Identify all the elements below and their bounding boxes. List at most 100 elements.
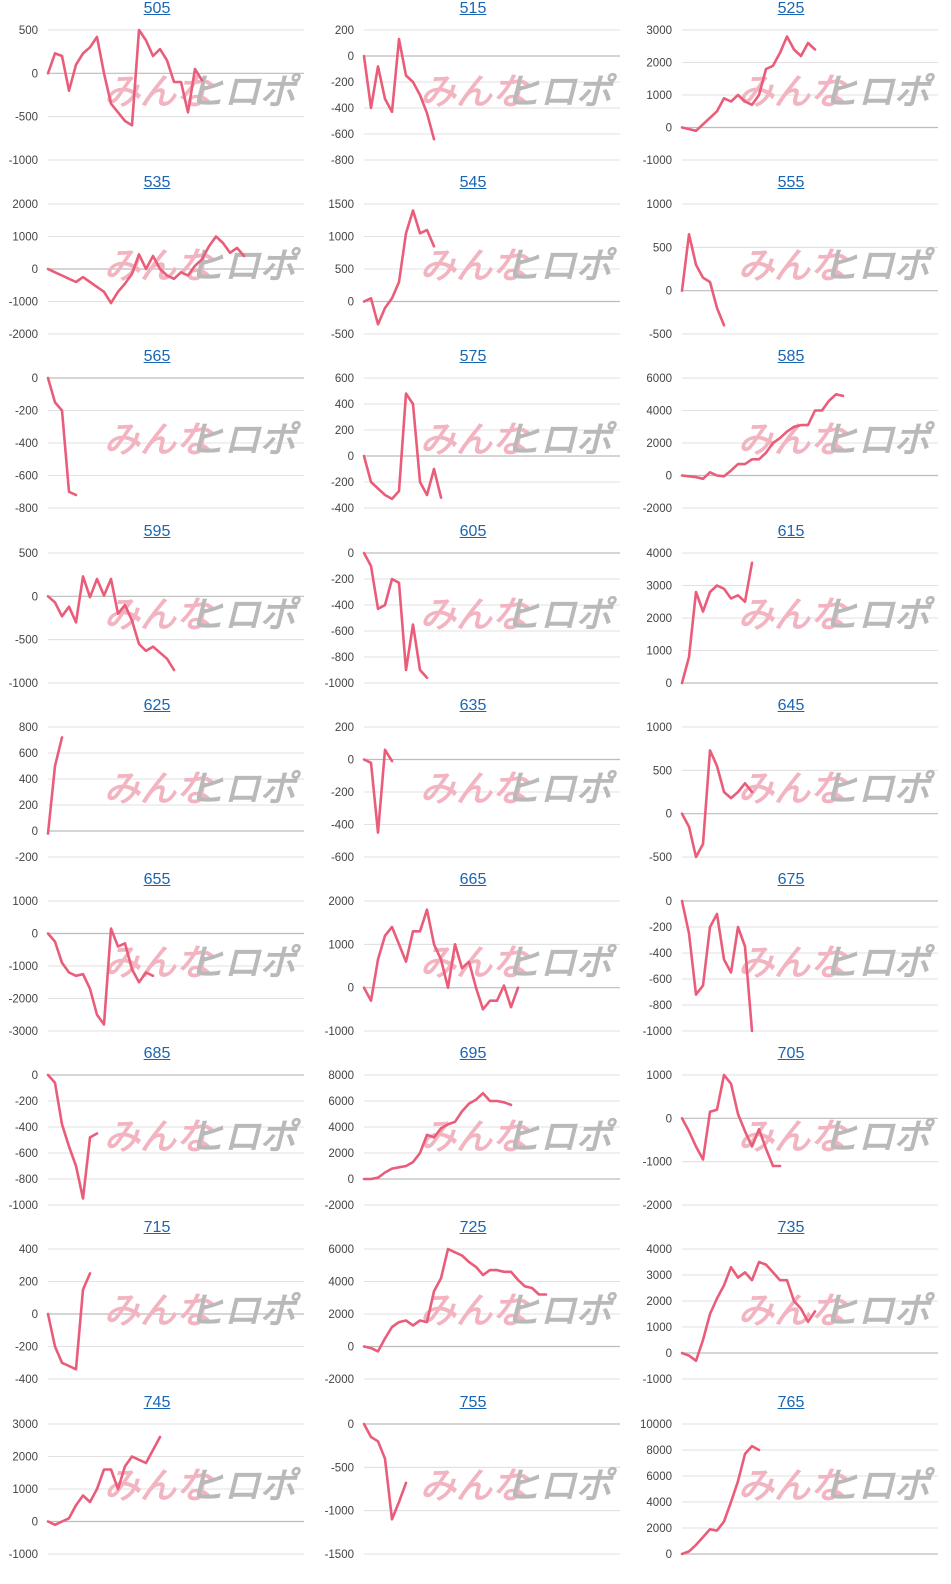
watermark-right-text: ヒロポ bbox=[822, 1466, 936, 1507]
chart-title-link[interactable]: 615 bbox=[777, 522, 805, 540]
y-tick-label: -600 bbox=[15, 1148, 38, 1160]
y-tick-label: 0 bbox=[348, 1342, 354, 1354]
y-tick-label: -2000 bbox=[9, 329, 38, 341]
chart-title-link[interactable]: 585 bbox=[777, 348, 805, 366]
y-tick-label: -200 bbox=[331, 77, 354, 89]
chart-705: 705 -2000 -1000 0 1000 みんな ヒロポ bbox=[634, 1045, 948, 1219]
y-tick-label: -200 bbox=[649, 922, 672, 934]
chart-title-link[interactable]: 705 bbox=[777, 1045, 805, 1063]
y-tick-label: -800 bbox=[649, 1000, 672, 1012]
y-tick-label: -2000 bbox=[9, 994, 38, 1006]
chart-title-link[interactable]: 525 bbox=[777, 0, 805, 17]
series-line bbox=[680, 1444, 761, 1555]
series-line bbox=[680, 1261, 817, 1363]
y-tick-label: -1000 bbox=[643, 155, 672, 167]
chart-title-link[interactable]: 645 bbox=[777, 696, 805, 714]
y-tick-label: 200 bbox=[335, 425, 354, 437]
y-tick-label: 500 bbox=[19, 25, 38, 37]
y-tick-label: 200 bbox=[19, 800, 38, 812]
watermark-left-text: みんな bbox=[738, 943, 850, 984]
y-tick-label: -200 bbox=[331, 787, 354, 799]
watermark-right-text: ヒロポ bbox=[504, 420, 618, 461]
chart-title-link[interactable]: 755 bbox=[459, 1393, 487, 1411]
y-tick-label: 1000 bbox=[12, 1484, 38, 1496]
chart-755: 755 -1500 -1000 -500 0 みんな ヒロポ bbox=[316, 1394, 630, 1568]
chart-title-link[interactable]: 685 bbox=[143, 1045, 171, 1063]
watermark-left-text: みんな bbox=[104, 1291, 216, 1332]
chart-575: 575 -400 -200 0 200 400 600 みんな ヒロポ bbox=[316, 348, 630, 522]
watermark-left-text: みんな bbox=[420, 1466, 532, 1507]
watermark-left-text: みんな bbox=[420, 420, 532, 461]
series-line bbox=[46, 235, 246, 305]
chart-title-link[interactable]: 695 bbox=[459, 1045, 487, 1063]
chart-title-link[interactable]: 505 bbox=[143, 0, 171, 17]
y-tick-label: 0 bbox=[348, 983, 354, 995]
y-tick-label: -500 bbox=[331, 1462, 354, 1474]
chart-765: 765 0 2000 4000 6000 8000 10000 みんな ヒロポ bbox=[634, 1394, 948, 1568]
watermark-left-text: みんな bbox=[104, 1117, 216, 1158]
chart-title-link[interactable]: 575 bbox=[459, 348, 487, 366]
chart-title-link[interactable]: 765 bbox=[777, 1393, 805, 1411]
chart-595: 595 -1000 -500 0 500 みんな ヒロポ bbox=[0, 523, 314, 697]
chart-title-link[interactable]: 555 bbox=[777, 174, 805, 192]
chart-title-link[interactable]: 545 bbox=[459, 174, 487, 192]
chart-title-link[interactable]: 515 bbox=[459, 0, 487, 17]
chart-695: 695 -2000 0 2000 4000 6000 8000 みんな ヒロポ bbox=[316, 1045, 630, 1219]
y-tick-label: 2000 bbox=[646, 1296, 672, 1308]
y-tick-label: -800 bbox=[15, 503, 38, 515]
chart-title-link[interactable]: 675 bbox=[777, 871, 805, 888]
y-tick-label: 0 bbox=[32, 826, 38, 838]
series-line bbox=[46, 927, 155, 1026]
y-tick-label: 1000 bbox=[12, 232, 38, 244]
y-tick-label: 4000 bbox=[646, 548, 672, 560]
chart-title-link[interactable]: 635 bbox=[459, 696, 487, 714]
y-tick-label: 1000 bbox=[328, 232, 354, 244]
chart-title-link[interactable]: 665 bbox=[459, 871, 487, 888]
chart-605: 605 -1000 -800 -600 -400 -200 0 みんな ヒロポ bbox=[316, 523, 630, 697]
y-tick-label: -3000 bbox=[9, 1026, 38, 1038]
chart-545: 545 -500 0 500 1000 1500 みんな ヒロポ bbox=[316, 174, 630, 348]
y-tick-label: -500 bbox=[15, 112, 38, 124]
chart-515: 515 -800 -600 -400 -200 0 200 みんな ヒロポ bbox=[316, 0, 630, 174]
watermark-left-text: みんな bbox=[420, 595, 532, 636]
y-tick-label: 0 bbox=[32, 68, 38, 80]
watermark-left-text: みんな bbox=[104, 72, 216, 113]
y-tick-label: -600 bbox=[331, 129, 354, 141]
chart-title-link[interactable]: 565 bbox=[143, 348, 171, 366]
chart-title-link[interactable]: 605 bbox=[459, 522, 487, 540]
y-tick-label: 2000 bbox=[646, 58, 672, 70]
chart-625: 625 -200 0 200 400 600 800 みんな ヒロポ bbox=[0, 697, 314, 871]
chart-title-link[interactable]: 625 bbox=[143, 696, 171, 714]
y-tick-label: -1000 bbox=[325, 678, 354, 690]
series-line bbox=[46, 377, 78, 497]
y-tick-label: 200 bbox=[335, 722, 354, 734]
chart-title-link[interactable]: 725 bbox=[459, 1219, 487, 1237]
watermark-right-text: ヒロポ bbox=[188, 1117, 302, 1158]
y-tick-label: -400 bbox=[15, 438, 38, 450]
y-tick-label: -500 bbox=[15, 634, 38, 646]
series-line bbox=[46, 735, 64, 835]
y-tick-label: -2000 bbox=[325, 1374, 354, 1386]
chart-title-link[interactable]: 595 bbox=[143, 522, 171, 540]
chart-title-link[interactable]: 745 bbox=[143, 1393, 171, 1411]
y-tick-label: 10000 bbox=[640, 1419, 672, 1431]
watermark-right-text: ヒロポ bbox=[504, 769, 618, 810]
chart-title-link[interactable]: 655 bbox=[143, 871, 171, 888]
watermark-left-text: みんな bbox=[104, 420, 216, 461]
chart-title-link[interactable]: 735 bbox=[777, 1219, 805, 1237]
chart-title-link[interactable]: 715 bbox=[143, 1219, 171, 1237]
chart-title-link[interactable]: 535 bbox=[143, 174, 171, 192]
